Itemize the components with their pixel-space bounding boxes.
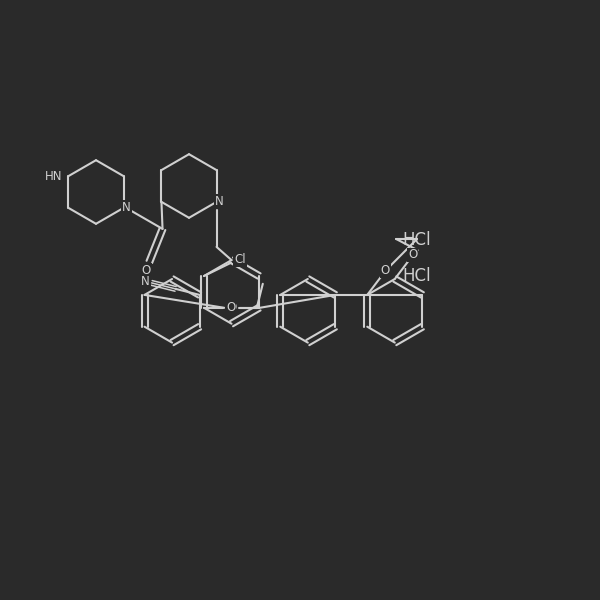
- Text: HCl: HCl: [402, 267, 431, 285]
- Text: N: N: [122, 202, 131, 214]
- Text: O: O: [380, 265, 390, 277]
- Text: O: O: [227, 301, 237, 314]
- Text: N: N: [141, 275, 150, 288]
- Text: O: O: [408, 248, 418, 262]
- Text: HCl: HCl: [402, 231, 431, 249]
- Text: Cl: Cl: [234, 253, 246, 266]
- Text: HN: HN: [45, 170, 62, 182]
- Text: O: O: [142, 265, 151, 277]
- Text: O: O: [226, 301, 236, 314]
- Text: N: N: [215, 196, 224, 208]
